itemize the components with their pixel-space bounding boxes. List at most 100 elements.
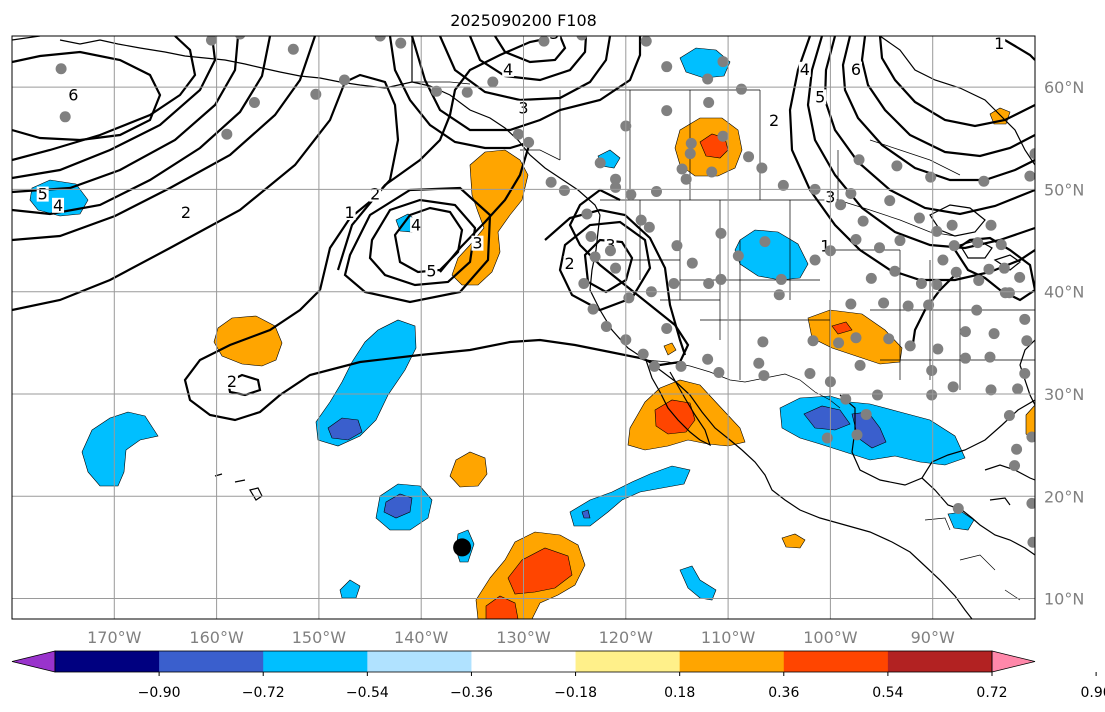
contour-line <box>468 36 588 82</box>
colorbar <box>11 650 1036 673</box>
station-dot <box>715 227 727 239</box>
lon-tick-label: 170°W <box>87 628 142 647</box>
station-dot <box>675 360 687 372</box>
contour-label-backdrop <box>67 87 80 103</box>
station-dot <box>950 266 962 278</box>
contour-label-backdrop <box>410 217 423 233</box>
station-dot <box>523 136 535 148</box>
station-dot <box>988 328 1000 340</box>
station-dot <box>685 137 697 149</box>
contour-label-backdrop <box>52 197 65 213</box>
contour-label: 6 <box>68 85 78 104</box>
station-dot <box>804 368 816 380</box>
station-dot <box>431 85 443 97</box>
station-dot <box>983 263 995 275</box>
station-dot <box>661 105 673 117</box>
colorbar-segment <box>367 651 472 672</box>
station-dot <box>845 298 857 310</box>
station-dot <box>971 304 983 316</box>
station-dot <box>717 130 729 142</box>
station-dot <box>248 96 260 108</box>
station-dot <box>640 36 652 47</box>
latitude-tick-labels: 10°N 20°N 30°N 40°N 50°N 60°N <box>1044 78 1084 608</box>
contour-lines <box>12 36 1035 422</box>
station-dot <box>205 36 217 46</box>
anomaly-area-orange <box>1025 404 1035 441</box>
station-dot <box>604 245 616 257</box>
station-dot <box>713 367 725 379</box>
station-dot <box>926 364 938 376</box>
lat-tick-label: 60°N <box>1044 78 1084 97</box>
longitude-tick-labels: 170°W 160°W 150°W 140°W 130°W 120°W 110°W 100°W… <box>87 628 955 647</box>
station-dot <box>1019 313 1031 325</box>
colorbar-segment <box>679 651 785 672</box>
station-dot <box>833 337 845 349</box>
anomaly-area-orange <box>663 342 677 356</box>
station-dot <box>395 37 407 49</box>
station-dot <box>287 43 299 55</box>
station-dot <box>931 225 943 237</box>
station-dot <box>676 163 688 175</box>
colorbar-tick-label: −0.54 <box>346 685 389 701</box>
station-dot <box>947 381 959 393</box>
station-dot <box>853 154 865 166</box>
station-dot <box>715 273 727 285</box>
contour-label: 5 <box>815 87 825 106</box>
colorbar-tick-labels: −0.90 −0.72 −0.54 −0.36 −0.18 0.18 0.36 0.54 0.7… <box>138 672 1105 701</box>
station-dot <box>871 389 883 401</box>
station-dot <box>757 336 769 348</box>
contour-line <box>860 36 1035 158</box>
contour-label: 2 <box>181 203 191 222</box>
coastline-yucatan <box>921 477 1035 556</box>
anomaly-area-darkblue <box>383 493 413 519</box>
anomaly-area-orange <box>781 533 806 549</box>
station-dot <box>758 370 770 382</box>
station-dot <box>680 173 692 185</box>
anomaly-area-blue <box>339 579 361 599</box>
storm-center-marker <box>453 538 472 557</box>
colorbar-tick-label: 0.18 <box>664 685 695 701</box>
contour-label-backdrop <box>814 89 827 105</box>
station-dot <box>926 389 938 401</box>
contour-label-backdrop <box>343 204 356 220</box>
contour-label-backdrop <box>225 373 238 389</box>
anomaly-area-orange <box>449 451 488 488</box>
contour-line <box>558 220 652 312</box>
station-dot <box>850 234 862 246</box>
anomaly-area-blue <box>315 319 417 447</box>
station-dot <box>625 189 637 201</box>
station-dot <box>1011 443 1023 455</box>
station-dot <box>587 303 599 315</box>
contour-line <box>823 36 1035 216</box>
lon-tick-label: 120°W <box>599 628 654 647</box>
colorbar-segment <box>55 651 160 672</box>
colorbar-extend-min <box>11 650 56 673</box>
contour-line <box>12 73 400 312</box>
station-dot <box>865 272 877 284</box>
station-dot <box>684 148 696 160</box>
station-dot <box>576 36 588 41</box>
contour-label: 3 <box>472 234 482 253</box>
station-dot <box>717 56 729 68</box>
contour-line <box>226 373 262 397</box>
station-markers <box>55 36 1035 548</box>
station-dot <box>753 357 765 369</box>
colorbar-segment <box>783 651 889 672</box>
contour-line <box>12 50 162 142</box>
station-dot <box>703 96 715 108</box>
station-dot <box>581 208 593 220</box>
station-dot <box>807 335 819 347</box>
station-dot <box>610 262 622 274</box>
contour-line <box>12 36 317 242</box>
anomaly-area-blue <box>81 411 159 487</box>
station-dot <box>1009 460 1021 472</box>
contour-label-backdrop <box>563 256 576 272</box>
station-dot <box>732 250 744 262</box>
lon-tick-label: 90°W <box>911 628 955 647</box>
station-dot <box>978 175 990 187</box>
anomaly-area-blue <box>679 565 717 601</box>
station-dot <box>1024 170 1035 182</box>
contour-line <box>494 36 567 64</box>
station-dot <box>756 162 768 174</box>
